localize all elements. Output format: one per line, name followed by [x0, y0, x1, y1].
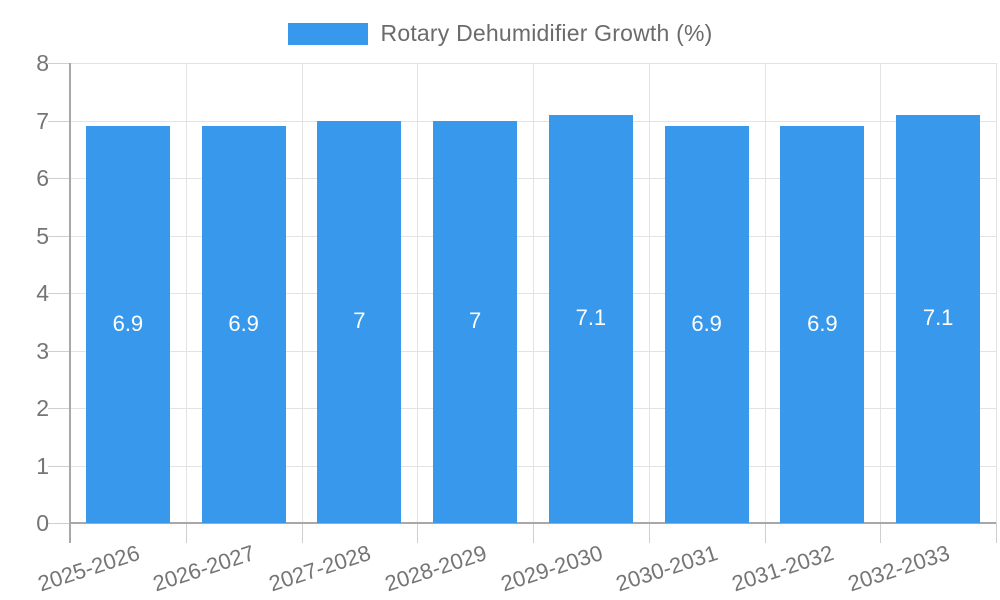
- x-axis-tick: [648, 523, 650, 543]
- bar-value-label: 7.1: [575, 304, 607, 330]
- y-axis-tick: [48, 523, 70, 524]
- bar-value-label: 7: [353, 307, 366, 333]
- gridline-vertical: [996, 63, 997, 523]
- bar-value-label: 7.1: [922, 304, 954, 330]
- y-axis-tick-label: 7: [36, 107, 49, 134]
- x-axis-category-label: 2026-2027: [150, 540, 259, 597]
- chart-legend: Rotary Dehumidifier Growth (%): [0, 20, 1000, 47]
- x-axis-baseline: [70, 522, 996, 524]
- y-axis-tick: [48, 465, 70, 467]
- y-axis-line: [69, 63, 71, 543]
- x-axis-tick: [417, 523, 419, 543]
- y-axis-tick-label: 5: [36, 222, 49, 249]
- bar: [201, 126, 286, 523]
- gridline-vertical: [533, 63, 534, 523]
- y-axis-tick: [48, 350, 70, 352]
- y-axis-tick-label: 6: [36, 165, 49, 191]
- x-axis-category-label: 2028-2029: [381, 540, 490, 597]
- x-axis-category-label: 2027-2028: [265, 540, 374, 597]
- x-axis-tick: [301, 523, 303, 543]
- gridline-vertical: [880, 63, 882, 523]
- gridline-vertical: [648, 63, 650, 523]
- bar: [433, 120, 518, 523]
- x-axis-tick: [764, 523, 766, 543]
- bar-value-label: 6.9: [691, 310, 722, 336]
- y-axis-tick-label: 3: [36, 337, 49, 364]
- y-axis-tick-label: 8: [36, 50, 49, 76]
- y-axis-tick: [48, 120, 70, 122]
- x-axis-tick: [996, 523, 997, 543]
- gridline-vertical: [301, 63, 303, 523]
- legend-swatch: [287, 22, 368, 45]
- y-axis-tick-label: 2: [36, 395, 49, 421]
- bar-value-label: 7: [469, 307, 482, 333]
- gridline-vertical: [764, 63, 766, 523]
- y-axis-tick: [48, 408, 70, 409]
- x-axis-category-label: 2030-2031: [613, 540, 722, 597]
- x-axis-category-label: 2032-2033: [844, 540, 953, 597]
- y-axis-tick-label: 4: [36, 280, 49, 306]
- bar: [317, 120, 402, 523]
- gridline-vertical: [417, 63, 419, 523]
- bar: [780, 126, 865, 523]
- x-axis-category-label: 2031-2032: [728, 540, 837, 597]
- bar: [664, 126, 749, 523]
- x-axis-tick: [880, 523, 882, 543]
- gridline-vertical: [185, 63, 187, 523]
- y-axis-tick: [48, 178, 70, 179]
- y-axis-tick-label: 0: [36, 510, 49, 536]
- x-axis-category-label: 2029-2030: [497, 540, 606, 597]
- x-axis-tick: [185, 523, 187, 543]
- legend-label: Rotary Dehumidifier Growth (%): [380, 20, 713, 46]
- bar: [896, 114, 981, 523]
- x-axis-tick: [533, 523, 534, 543]
- x-axis-category-label: 2025-2026: [34, 540, 143, 597]
- y-axis-tick: [48, 293, 70, 294]
- bar-value-label: 6.9: [112, 310, 144, 336]
- bar-value-label: 6.9: [228, 310, 259, 336]
- bar-value-label: 6.9: [807, 310, 838, 336]
- bar: [85, 126, 170, 523]
- y-axis-tick: [48, 63, 70, 64]
- y-axis-tick: [48, 235, 70, 237]
- y-axis-tick-label: 1: [36, 452, 49, 479]
- bar: [548, 114, 633, 523]
